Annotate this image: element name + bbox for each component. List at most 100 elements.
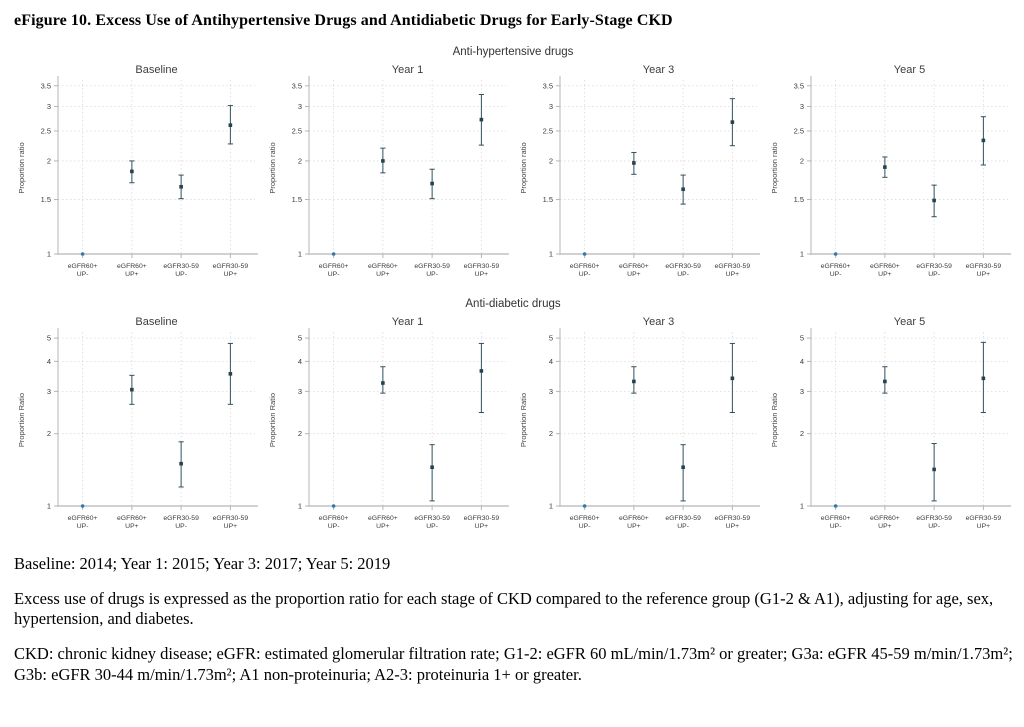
caption-years: Baseline: 2014; Year 1: 2015; Year 3: 20… — [14, 554, 391, 573]
y-tick-label: 2 — [298, 156, 302, 165]
x-tick-label-line2: UP- — [426, 523, 438, 530]
panel-anti-hypertensive-drugs-year-5: Year 5 1 1.5 2 2.5 3 3.5 Proportion ratio eGFR60… — [770, 64, 1011, 278]
y-tick-label: 3.5 — [41, 81, 51, 90]
x-tick-label-line1: eGFR30-59 — [715, 515, 751, 522]
reference-point — [833, 504, 838, 508]
point-marker — [179, 184, 183, 189]
x-tick-label-line1: eGFR60+ — [68, 515, 98, 522]
x-tick-label-line1: eGFR60+ — [68, 263, 98, 270]
error-bar — [680, 174, 686, 205]
y-axis-label: Proportion Ratio — [268, 393, 277, 447]
reference-point — [833, 252, 838, 256]
y-axis-label: Proportion Ratio — [770, 393, 779, 447]
x-tick-label-line1: eGFR60+ — [319, 515, 349, 522]
x-axis: eGFR60+UP-eGFR60+UP+eGFR30-59UP-eGFR30-5… — [58, 253, 258, 278]
chart-row-antidiabetic: Anti-diabetic drugs Baseline 1 2 3 4 5 Proport… — [12, 298, 1014, 540]
x-tick-label-line2: UP- — [928, 271, 940, 278]
x-axis: eGFR60+UP-eGFR60+UP+eGFR30-59UP-eGFR30-5… — [560, 253, 760, 278]
x-tick-label-line2: UP+ — [726, 271, 739, 278]
error-bar — [478, 93, 484, 146]
y-tick-label: 3 — [800, 387, 804, 396]
gridlines — [560, 332, 757, 507]
x-tick-label-line2: UP- — [426, 271, 438, 278]
x-tick-label-line2: UP- — [328, 271, 340, 278]
y-tick-label: 2 — [800, 429, 804, 438]
gridlines — [58, 80, 255, 255]
x-tick-label-line1: eGFR60+ — [319, 263, 349, 270]
error-bar — [631, 366, 637, 394]
data-points — [331, 93, 484, 256]
x-tick-label-line1: eGFR60+ — [368, 515, 398, 522]
x-tick-label-line2: UP+ — [627, 523, 640, 530]
panel-title: Year 3 — [643, 64, 674, 76]
x-tick-label-line2: UP+ — [977, 271, 990, 278]
y-tick-label: 3 — [549, 102, 553, 111]
data-points — [331, 342, 484, 508]
y-tick-label: 3 — [549, 387, 553, 396]
y-tick-label: 3 — [47, 387, 51, 396]
y-tick-label: 1 — [298, 502, 302, 511]
x-axis: eGFR60+UP-eGFR60+UP+eGFR30-59UP-eGFR30-5… — [811, 505, 1011, 530]
x-tick-label-line2: UP+ — [125, 523, 138, 530]
x-tick-label-line2: UP+ — [878, 523, 891, 530]
point-marker — [381, 159, 385, 163]
y-tick-label: 2 — [800, 156, 804, 165]
x-tick-label-line1: eGFR60+ — [870, 515, 900, 522]
x-tick-label-line1: eGFR60+ — [117, 263, 147, 270]
x-tick-label-line2: UP+ — [878, 271, 891, 278]
x-axis: eGFR60+UP-eGFR60+UP+eGFR30-59UP-eGFR30-5… — [309, 253, 509, 278]
x-tick-label-line1: eGFR60+ — [870, 263, 900, 270]
x-axis: eGFR60+UP-eGFR60+UP+eGFR30-59UP-eGFR30-5… — [811, 253, 1011, 278]
point-marker — [932, 198, 936, 203]
x-tick-label-line2: UP- — [579, 523, 591, 530]
x-tick-label-line2: UP+ — [376, 523, 389, 530]
error-bar — [478, 342, 484, 414]
x-tick-label-line2: UP- — [175, 271, 187, 278]
x-tick-label-line1: eGFR30-59 — [213, 515, 249, 522]
x-tick-label-line2: UP+ — [475, 523, 488, 530]
x-tick-label-line2: UP- — [579, 271, 591, 278]
y-tick-label: 3.5 — [794, 81, 804, 90]
error-bar — [980, 341, 986, 414]
y-axis-label: Proportion ratio — [770, 142, 779, 193]
point-marker — [981, 138, 986, 143]
x-tick-label-line1: eGFR30-59 — [464, 263, 500, 270]
point-marker — [730, 376, 735, 381]
y-tick-label: 2 — [549, 429, 553, 438]
x-tick-label-line2: UP- — [77, 523, 89, 530]
error-bar — [380, 366, 386, 394]
y-axis-label: Proportion ratio — [17, 142, 26, 193]
y-tick-label: 5 — [549, 334, 553, 343]
x-tick-label-line2: UP- — [677, 523, 689, 530]
x-tick-label-line2: UP+ — [977, 523, 990, 530]
y-tick-label: 3.5 — [292, 81, 302, 90]
error-bar — [429, 444, 435, 502]
gridlines — [309, 332, 506, 507]
figure-plots: Anti-hypertensive drugs Baseline 1 1.5 2 2.5… — [12, 46, 1014, 540]
point-marker — [981, 376, 986, 381]
y-tick-label: 1 — [800, 502, 804, 511]
y-axis: 1 1.5 2 2.5 3 3.5 Proportion ratio — [770, 76, 812, 259]
y-tick-label: 1.5 — [543, 195, 553, 204]
y-axis-label: Proportion Ratio — [519, 393, 528, 447]
error-bar — [178, 174, 184, 200]
x-axis: eGFR60+UP-eGFR60+UP+eGFR30-59UP-eGFR30-5… — [560, 505, 760, 530]
row-title-antidiabetic: Anti-diabetic drugs — [465, 298, 561, 310]
panel-title: Baseline — [135, 64, 177, 76]
y-axis: 1 2 3 4 5 Proportion Ratio — [17, 328, 59, 511]
x-tick-label-line2: UP- — [830, 271, 842, 278]
panel-title: Year 1 — [392, 316, 423, 328]
x-tick-label-line1: eGFR60+ — [117, 515, 147, 522]
point-marker — [130, 169, 134, 174]
error-bar — [729, 342, 735, 414]
x-tick-label-line2: UP+ — [475, 271, 488, 278]
y-axis-label: Proportion Ratio — [17, 393, 26, 447]
y-tick-label: 1 — [47, 250, 51, 259]
point-marker — [479, 369, 484, 373]
y-tick-label: 2 — [47, 429, 51, 438]
panel-anti-hypertensive-drugs-year-1: Year 1 1 1.5 2 2.5 3 3.5 Proportion ratio eGFR60… — [268, 64, 509, 278]
panel-title: Year 1 — [392, 64, 423, 76]
y-tick-label: 5 — [47, 334, 51, 343]
reference-point — [331, 504, 336, 508]
